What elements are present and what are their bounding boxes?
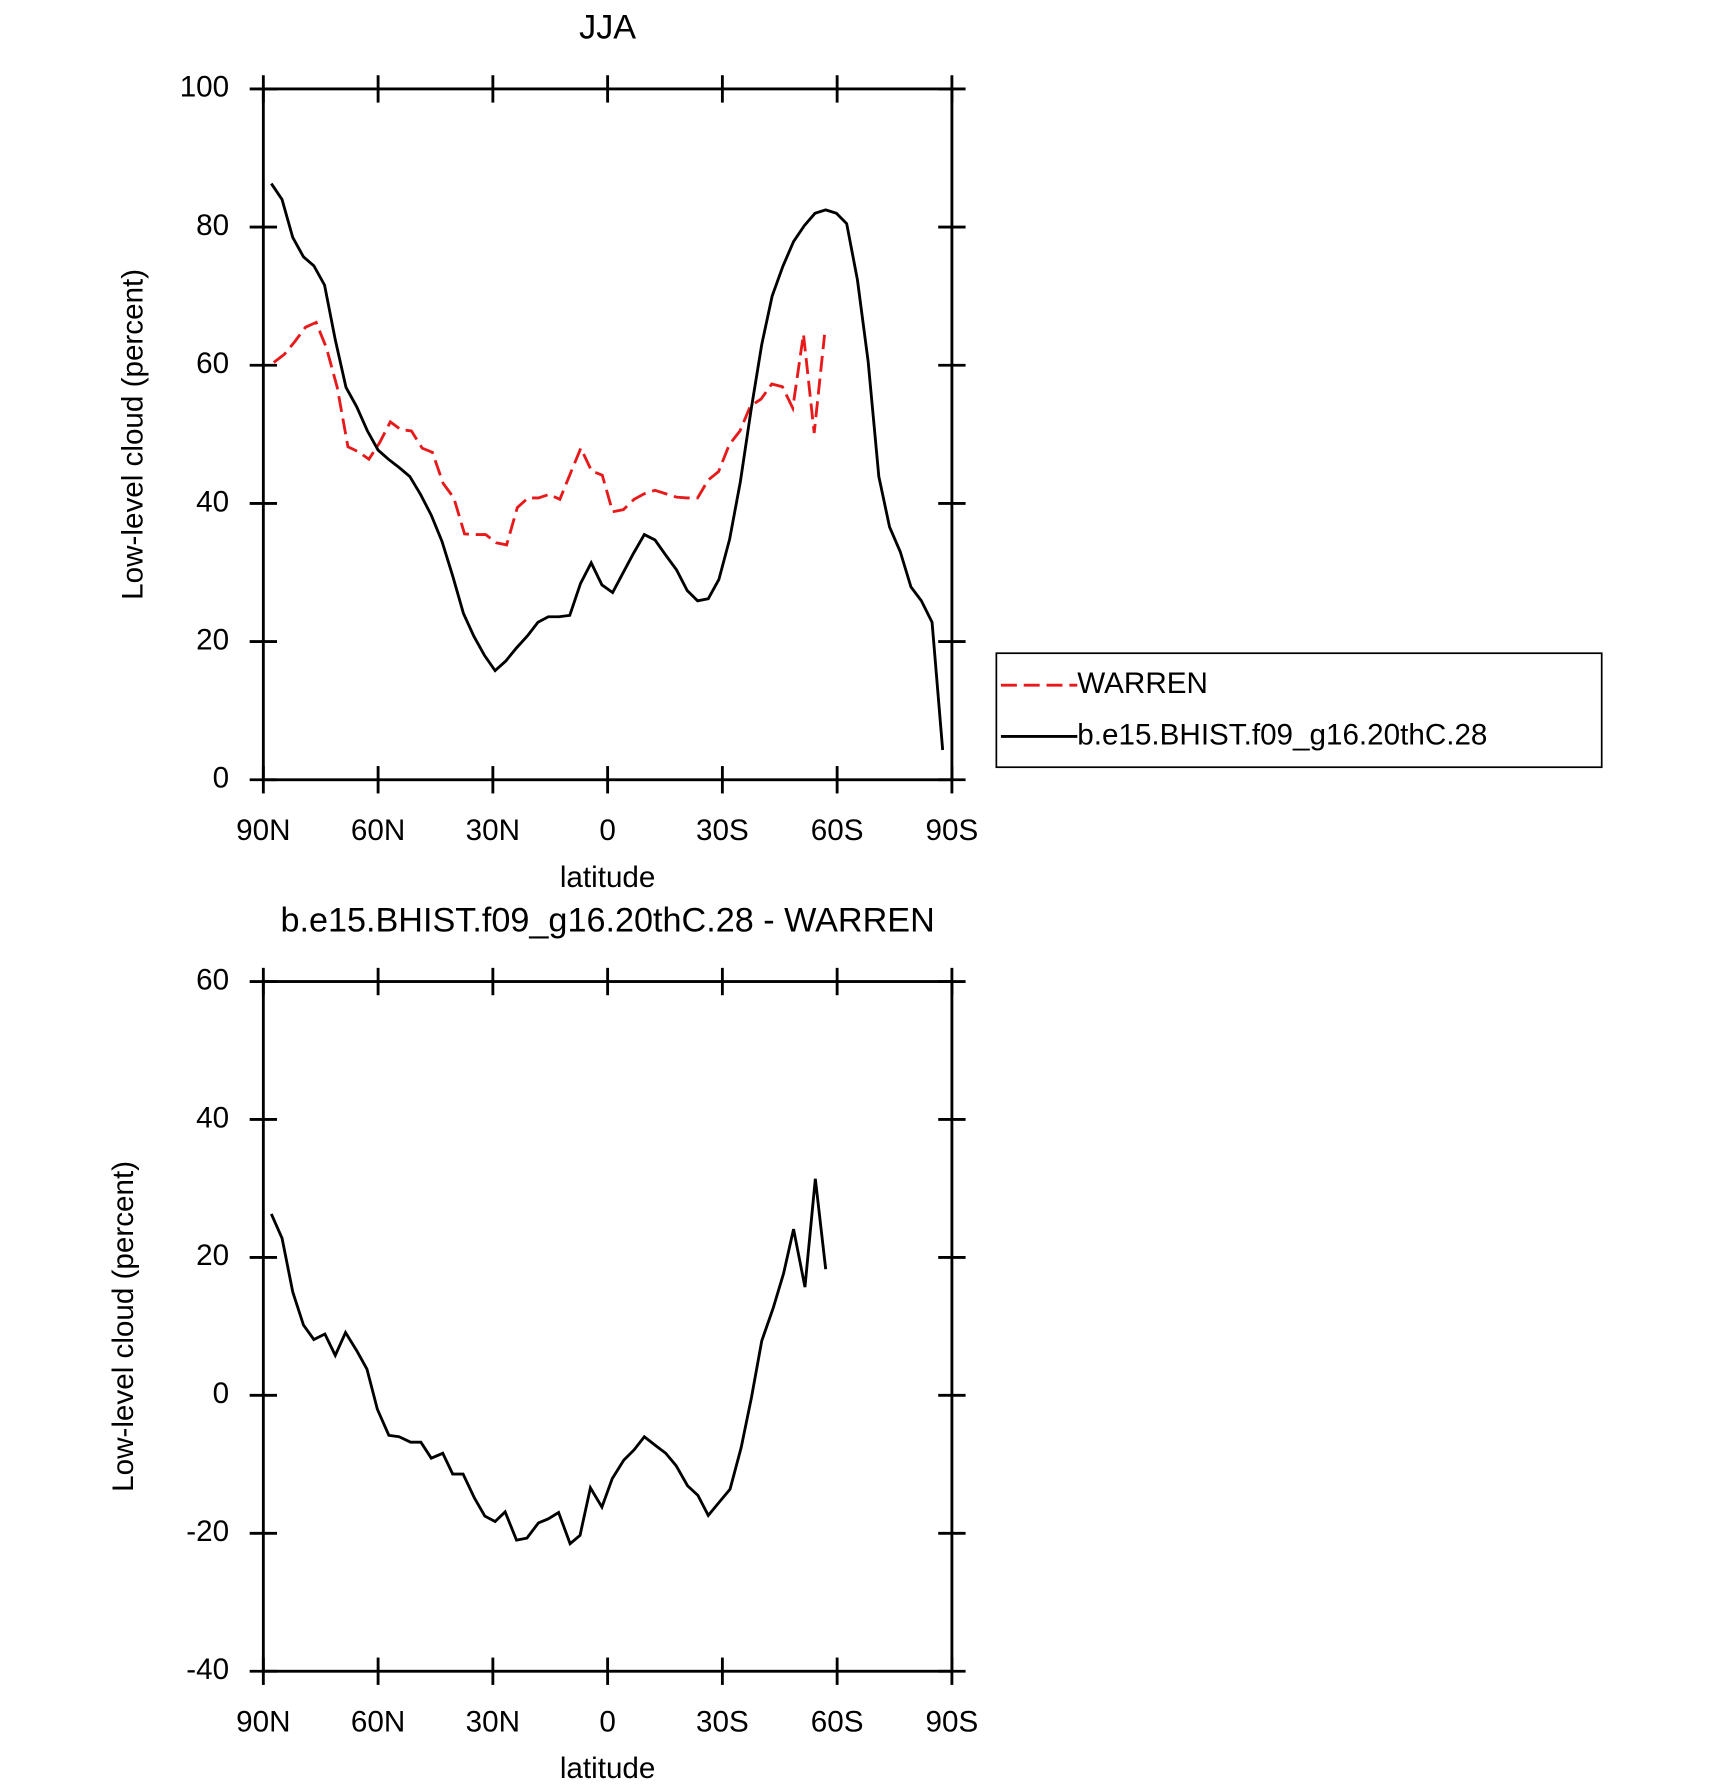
data-line	[270, 182, 945, 751]
y-tick-label: 0	[213, 762, 229, 795]
x-axis-label: latitude	[560, 1752, 656, 1785]
legend-label: WARREN	[1077, 667, 1208, 700]
chart-title: JJA	[579, 9, 636, 47]
x-tick-label: 30N	[466, 814, 520, 847]
y-tick-label: -20	[186, 1515, 229, 1548]
legend-label: b.e15.BHIST.f09_g16.20thC.28	[1077, 718, 1487, 751]
x-tick-label: 30S	[696, 1706, 749, 1739]
x-tick-label: 60N	[351, 814, 405, 847]
x-axis-label: latitude	[560, 861, 656, 894]
y-tick-label: 20	[196, 623, 229, 656]
data-line	[272, 320, 826, 547]
y-tick-label: 60	[196, 963, 229, 996]
y-tick-label: 40	[196, 1101, 229, 1134]
chart-title: b.e15.BHIST.f09_g16.20thC.28 - WARREN	[280, 901, 934, 939]
legend-box	[995, 652, 1603, 769]
x-tick-label: 60N	[351, 1706, 405, 1739]
x-tick-label: 60S	[811, 1706, 864, 1739]
y-tick-label: -40	[186, 1653, 229, 1686]
plot-frame	[261, 980, 954, 1673]
y-tick-label: 40	[196, 485, 229, 518]
x-tick-label: 90N	[236, 1706, 290, 1739]
data-line	[270, 1178, 828, 1547]
y-axis-label: Low-level cloud (percent)	[116, 269, 149, 600]
x-tick-label: 0	[599, 814, 615, 847]
x-tick-label: 0	[599, 1706, 615, 1739]
x-tick-label: 90N	[236, 814, 290, 847]
x-tick-label: 90S	[926, 814, 979, 847]
y-tick-label: 0	[213, 1377, 229, 1410]
x-tick-label: 90S	[926, 1706, 979, 1739]
y-tick-label: 100	[180, 71, 229, 104]
x-tick-label: 30S	[696, 814, 749, 847]
y-axis-label: Low-level cloud (percent)	[107, 1161, 140, 1492]
x-tick-label: 30N	[466, 1706, 520, 1739]
y-tick-label: 60	[196, 347, 229, 380]
y-tick-label: 80	[196, 209, 229, 242]
y-tick-label: 20	[196, 1239, 229, 1272]
plot-frame	[261, 87, 954, 782]
x-tick-label: 60S	[811, 814, 864, 847]
